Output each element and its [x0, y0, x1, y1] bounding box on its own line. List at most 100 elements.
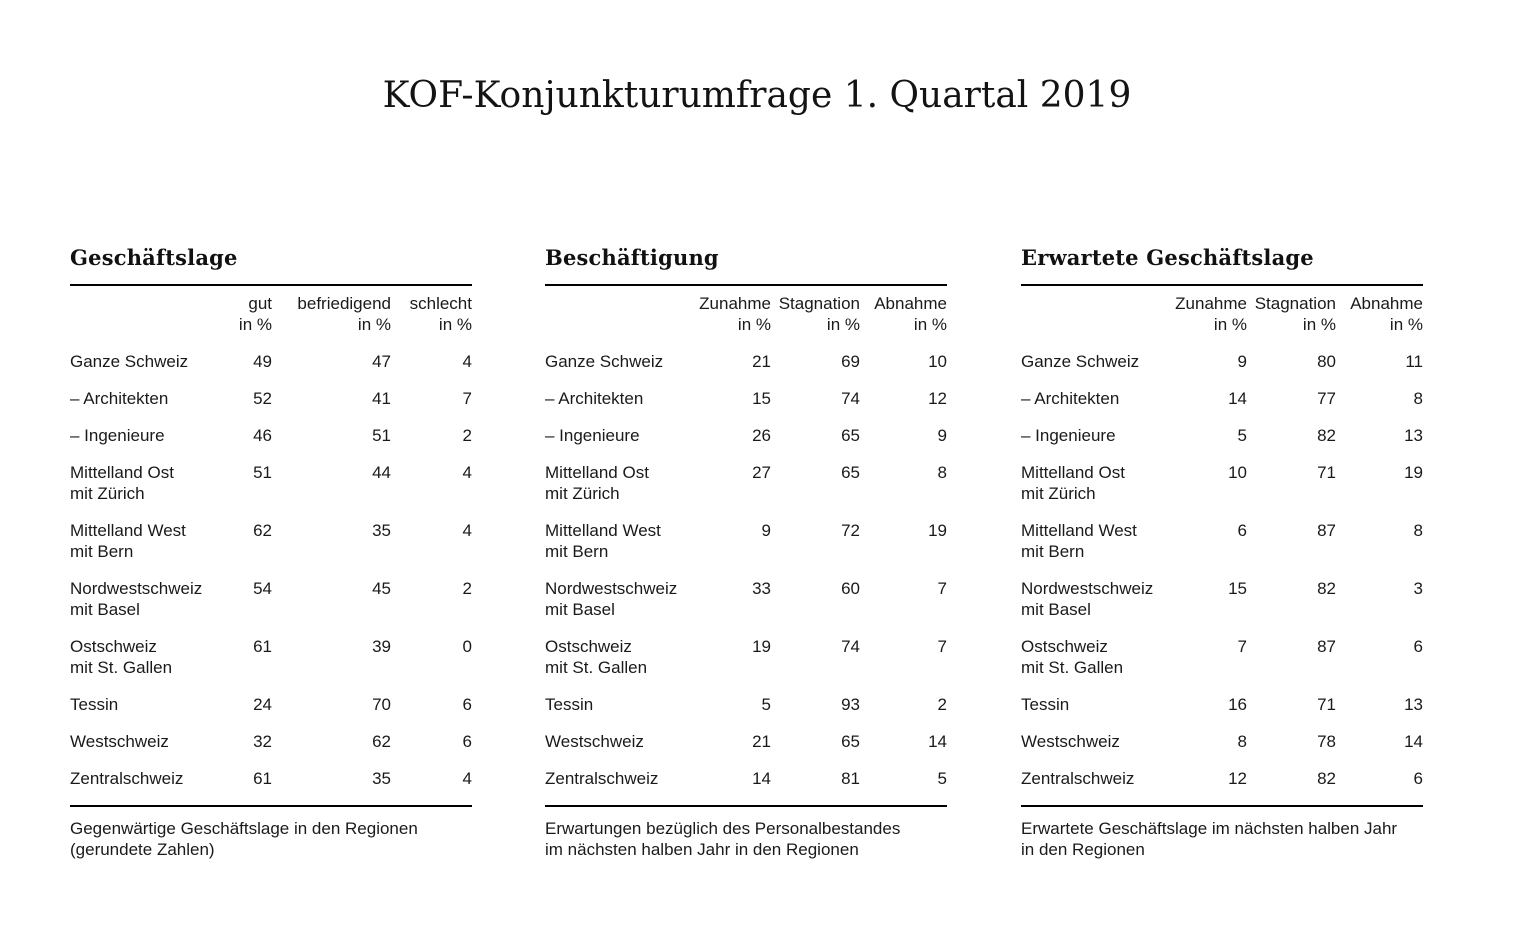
cell-value: 7: [462, 389, 472, 408]
cell-value: 4: [462, 521, 472, 540]
column-header: Abnahme in %: [1336, 285, 1423, 351]
cell-value: 7: [937, 637, 947, 656]
cell-value: 6: [1413, 637, 1423, 656]
row-sublabel: mit Zürich: [70, 484, 145, 503]
column-header-unit: in %: [913, 315, 947, 334]
column-header-unit: in %: [826, 315, 860, 334]
row-label: Westschweiz: [545, 732, 644, 751]
cell-value: 6: [462, 695, 472, 714]
cell-value: 12: [928, 389, 947, 408]
cell-value: 2: [462, 426, 472, 445]
cell-value: 7: [937, 579, 947, 598]
column-header: gut in %: [210, 285, 272, 351]
cell-value: 51: [372, 426, 391, 445]
table-title: Geschäftslage: [70, 245, 238, 270]
cell-value: 5: [937, 769, 947, 788]
row-label-cell: – Architekten: [545, 388, 685, 425]
row-label: Mittelland Ost: [70, 463, 174, 482]
table-footnote: Gegenwärtige Geschäftslage in den Region…: [70, 818, 472, 860]
cell-value: 74: [841, 389, 860, 408]
column-header-label: befriedigend: [297, 294, 391, 313]
cell-value: 65: [841, 732, 860, 751]
table-body: Ganze Schweiz 21 69 10– Architekten 15 74 12– …: [545, 351, 947, 806]
table-row: – Ingenieure 5 82 13: [1021, 425, 1423, 462]
cell-value: 87: [1317, 637, 1336, 656]
footnote-line: in den Regionen: [1021, 840, 1145, 859]
table-body: Ganze Schweiz 9 80 11– Architekten 14 77 8– In…: [1021, 351, 1423, 806]
row-sublabel: mit Zürich: [1021, 484, 1096, 503]
cell-value: 12: [1228, 769, 1247, 788]
row-label: Tessin: [1021, 695, 1070, 714]
row-sublabel: mit Basel: [1021, 600, 1091, 619]
row-label-cell: – Ingenieure: [70, 425, 210, 462]
table-row: Ganze Schweiz 21 69 10: [545, 351, 947, 388]
cell-value: 71: [1317, 695, 1336, 714]
cell-value: 3: [1413, 579, 1423, 598]
cell-value: 82: [1317, 426, 1336, 445]
cell-value: 4: [462, 769, 472, 788]
row-label-cell: – Architekten: [1021, 388, 1161, 425]
table-row: Ganze Schweiz 9 80 11: [1021, 351, 1423, 388]
cell-value: 2: [462, 579, 472, 598]
row-label: Ostschweiz: [545, 637, 632, 656]
table-row: Westschweiz 8 78 14: [1021, 731, 1423, 768]
cell-value: 71: [1317, 463, 1336, 482]
table-row: Zentralschweiz 61 35 4: [70, 768, 472, 806]
column-header-label: Zunahme: [699, 294, 771, 313]
cell-value: 6: [462, 732, 472, 751]
column-header: schlecht in %: [391, 285, 472, 351]
row-label: Tessin: [70, 695, 119, 714]
table-row: – Architekten 15 74 12: [545, 388, 947, 425]
cell-value: 19: [928, 521, 947, 540]
row-label-cell: – Architekten: [70, 388, 210, 425]
cell-value: 16: [1228, 695, 1247, 714]
row-label-cell: Mittelland West mit Bern: [1021, 520, 1161, 578]
table-row: Nordwestschweiz mit Basel 15 82 3: [1021, 578, 1423, 636]
table-title: Beschäftigung: [545, 245, 719, 270]
header-empty-cell: [70, 285, 210, 351]
row-label: Westschweiz: [1021, 732, 1120, 751]
cell-value: 6: [1413, 769, 1423, 788]
row-label-cell: Ostschweiz mit St. Gallen: [545, 636, 685, 694]
table-row: Ostschweiz mit St. Gallen 7 87 6: [1021, 636, 1423, 694]
cell-value: 6: [1237, 521, 1247, 540]
row-sublabel: mit St. Gallen: [1021, 658, 1124, 677]
row-label: Nordwestschweiz: [1021, 579, 1154, 598]
table-header-row: Zunahme in % Stagnation in % Abnahme in %: [545, 285, 947, 351]
cell-value: 82: [1317, 579, 1336, 598]
row-label-cell: Nordwestschweiz mit Basel: [545, 578, 685, 636]
cell-value: 15: [752, 389, 771, 408]
cell-value: 52: [253, 389, 272, 408]
cell-value: 14: [752, 769, 771, 788]
row-sublabel: mit St. Gallen: [70, 658, 173, 677]
cell-value: 8: [1413, 521, 1423, 540]
cell-value: 62: [372, 732, 391, 751]
column-header-label: Abnahme: [1350, 294, 1423, 313]
cell-value: 45: [372, 579, 391, 598]
row-label: Westschweiz: [70, 732, 169, 751]
header-empty-cell: [545, 285, 685, 351]
row-label: Nordwestschweiz: [70, 579, 203, 598]
row-label-cell: Nordwestschweiz mit Basel: [70, 578, 210, 636]
row-sublabel: mit Bern: [1021, 542, 1085, 561]
data-table: Zunahme in % Stagnation in % Abnahme in % Gan…: [545, 284, 947, 807]
cell-value: 32: [253, 732, 272, 751]
table-row: Tessin 24 70 6: [70, 694, 472, 731]
footnote-line: im nächsten halben Jahr in den Regionen: [545, 840, 859, 859]
table-row: – Architekten 52 41 7: [70, 388, 472, 425]
row-label-cell: Zentralschweiz: [70, 768, 210, 806]
table-row: – Architekten 14 77 8: [1021, 388, 1423, 425]
cell-value: 82: [1317, 769, 1336, 788]
row-label: Ganze Schweiz: [1021, 352, 1140, 371]
cell-value: 62: [253, 521, 272, 540]
row-label: Ganze Schweiz: [70, 352, 189, 371]
row-label: Mittelland Ost: [1021, 463, 1125, 482]
column-header-unit: in %: [1389, 315, 1423, 334]
cell-value: 74: [841, 637, 860, 656]
table-row: – Ingenieure 26 65 9: [545, 425, 947, 462]
cell-value: 77: [1317, 389, 1336, 408]
row-label-cell: Mittelland Ost mit Zürich: [1021, 462, 1161, 520]
row-label: Zentralschweiz: [545, 769, 659, 788]
row-sublabel: mit Basel: [70, 600, 140, 619]
